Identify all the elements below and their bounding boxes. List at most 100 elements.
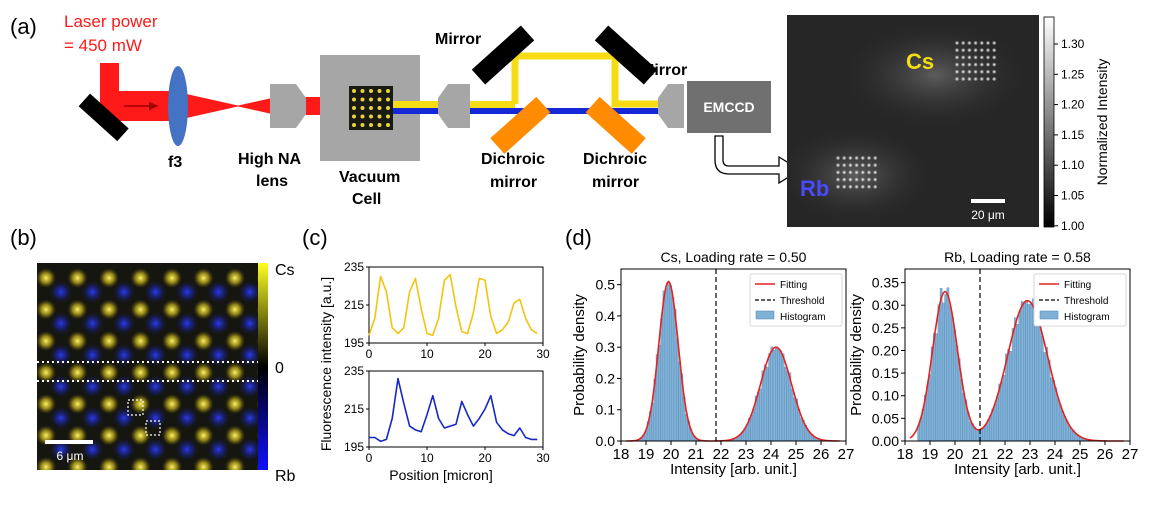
cs-atom-spot <box>973 40 978 46</box>
rb-atom-box <box>145 420 161 436</box>
histogram-bar <box>939 288 943 442</box>
high-na-lens-icon <box>270 84 306 128</box>
cs-spot <box>99 457 119 470</box>
histogram-bar <box>946 287 950 442</box>
cs-atom-spot <box>954 47 960 53</box>
collection-lens-icon <box>438 84 470 128</box>
cs-spot <box>193 425 214 446</box>
cs-spot <box>37 362 56 383</box>
y-tick-label: 195 <box>344 336 364 350</box>
camera-image-atoms <box>835 40 997 190</box>
colorbar-b-mid: 0 <box>275 360 284 377</box>
y-tick-label: 0.3 <box>596 339 616 355</box>
x-tick-label: 30 <box>536 347 550 361</box>
histogram-bar <box>779 350 783 442</box>
scale-bar-a <box>971 199 1005 203</box>
cs-spot <box>67 268 88 288</box>
legend-entry: Fitting <box>780 280 807 291</box>
laser-mirror <box>78 93 129 142</box>
cs-atom-spot <box>954 62 960 67</box>
intensity-colorbar <box>1043 16 1055 228</box>
x-tick-label: 25 <box>1072 446 1089 463</box>
cs-atom-spot <box>979 47 985 53</box>
profile-chart-rb: 195 215 235 0 10 20 30 <box>344 364 550 465</box>
rb-atom-spot <box>872 184 878 190</box>
cs-spot <box>225 394 245 414</box>
cs-spot <box>193 457 214 470</box>
histogram-bar <box>1034 317 1037 442</box>
rb-atom-spot <box>835 177 841 182</box>
atom-dot <box>352 123 356 127</box>
histogram-bar <box>676 338 679 442</box>
atom-dot <box>369 106 373 110</box>
mirror-1 <box>471 25 535 85</box>
histogram-bar <box>1038 315 1042 442</box>
y-tick-label: 0.1 <box>596 402 616 418</box>
x-tick-label: 24 <box>763 446 780 463</box>
mirror-2 <box>594 25 658 85</box>
atom-dot <box>386 106 390 110</box>
rb-spot <box>81 344 104 366</box>
cs-spot <box>67 331 88 351</box>
legend-histogram-swatch <box>755 310 775 320</box>
rb-spot <box>176 281 198 303</box>
x-tick-label: 23 <box>738 446 755 463</box>
cs-atom-spot <box>960 40 966 46</box>
laser-beam-diverging <box>236 98 272 114</box>
colorbar-a-label: Normalized Intensity <box>1094 59 1110 186</box>
cs-atom-spot <box>954 69 960 75</box>
cs-atom-spot <box>973 62 978 67</box>
rb-atom-spot <box>854 155 859 161</box>
dichroic-mirror-2 <box>585 96 646 154</box>
cs-atom-spot <box>985 62 991 67</box>
rb-spot <box>113 312 135 335</box>
profile-line <box>368 273 538 337</box>
histogram-bar <box>984 423 988 442</box>
laser-beam-vertical <box>100 63 119 91</box>
histogram-chart-rb: 18 19 20 21 22 23 24 25 26 27 0.00 0.05 0.10 0.15 0.20… <box>848 249 1138 478</box>
atom-dot <box>360 106 365 110</box>
scale-bar-b-label: 6 μm <box>57 449 84 463</box>
cs-beam-segment <box>393 101 440 108</box>
rb-atom-spot <box>848 184 853 190</box>
cs-spot <box>193 268 214 288</box>
atom-dot <box>352 114 356 119</box>
f3-lens-icon <box>168 66 188 146</box>
x-tick-label: 10 <box>420 451 434 465</box>
rb-atom-spot <box>848 177 853 182</box>
atom-dot <box>352 89 356 93</box>
cs-image-label: Cs <box>906 49 934 74</box>
cs-spot <box>67 299 88 320</box>
high-na-label-line2: lens <box>256 173 288 190</box>
cs-atom-spot <box>954 40 960 46</box>
mirror-1-label: Mirror <box>435 31 481 48</box>
atom-dot <box>386 123 390 127</box>
chart-title: Cs, Loading rate = 0.50 <box>661 249 807 265</box>
rb-atom-spot <box>848 170 853 175</box>
rb-spot <box>144 312 167 335</box>
intensity-colorbar-ticks: 1.30 1.25 1.20 1.15 1.10 1.05 1.00 <box>1054 37 1085 233</box>
atom-dot <box>377 97 382 102</box>
histogram-chart-cs: 18 19 20 21 22 23 24 25 26 27 0.0 0.1 0.2 0.3 0.4 0.5 Cs… <box>571 249 854 478</box>
cs-atom-spot <box>991 40 997 46</box>
rb-atom-spot <box>835 162 841 168</box>
histogram-bar <box>1027 304 1031 442</box>
rb-spot <box>271 407 293 429</box>
cs-atom-spot <box>967 76 972 82</box>
histogram-bar <box>757 392 760 442</box>
panel-d: (d) 18 19 20 21 22 23 24 25 26 27 0.0 0.1 0.2 0.3 0.4 0… <box>565 225 1138 478</box>
histogram-bar <box>993 404 997 442</box>
histogram-bar <box>960 378 963 442</box>
histogram-bar <box>768 353 771 442</box>
rb-atom-spot <box>841 155 847 161</box>
histogram-bar <box>1047 359 1051 442</box>
dichroic-1-label-line2: mirror <box>490 174 537 191</box>
rb-atom-spot <box>872 155 878 161</box>
colorbar-tick-label: 1.10 <box>1061 158 1085 172</box>
cs-spot <box>99 362 119 383</box>
histogram-bar <box>777 349 780 442</box>
cs-spot <box>130 457 151 470</box>
rb-spot <box>239 407 261 429</box>
y-tick-label: 0.5 <box>596 277 616 293</box>
y-tick-label: 0.00 <box>872 433 899 449</box>
